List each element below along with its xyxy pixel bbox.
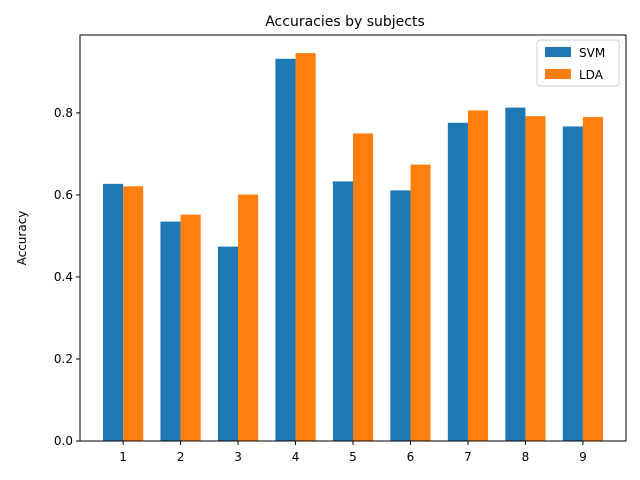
y-tick-label: 0.4 — [54, 270, 73, 284]
bar-svm-7 — [447, 122, 468, 441]
x-tick-label: 7 — [464, 450, 472, 464]
bar-lda-3 — [238, 194, 259, 441]
bar-lda-9 — [582, 117, 604, 441]
bar-lda-5 — [353, 133, 374, 441]
x-tick-label: 5 — [349, 450, 357, 464]
x-tick-label: 3 — [234, 450, 242, 464]
y-tick-label: 0.6 — [54, 188, 73, 202]
axes: 1 2 3 4 5 6 7 8 9 0.0 0.2 0.4 0.6 0.8 — [54, 34, 627, 464]
bar-svm-5 — [332, 181, 353, 441]
bar-svm-3 — [217, 246, 239, 441]
legend-label-lda: LDA — [579, 68, 604, 82]
y-tick-label: 0.8 — [54, 106, 73, 120]
legend-label-svm: SVM — [579, 46, 605, 60]
x-tick-label: 9 — [579, 450, 587, 464]
x-tick-label: 8 — [522, 450, 530, 464]
x-tick-label: 2 — [177, 450, 185, 464]
x-tick-label: 6 — [407, 450, 415, 464]
bar-svm-4 — [275, 58, 296, 441]
legend-box — [536, 39, 620, 87]
bar-lda-8 — [525, 116, 546, 441]
y-tick-label: 0.0 — [54, 434, 73, 448]
bar-lda-7 — [467, 110, 489, 441]
x-tick-label: 1 — [119, 450, 127, 464]
bar-svm-2 — [160, 221, 181, 441]
bar-svm-8 — [505, 107, 526, 441]
bar-lda-2 — [180, 214, 201, 441]
y-axis-label: Accuracy — [15, 211, 29, 266]
legend-swatch-svm — [545, 47, 571, 57]
bar-lda-6 — [410, 164, 431, 441]
bar-lda-1 — [123, 186, 144, 441]
bar-svm-1 — [102, 183, 124, 441]
bar-lda-4 — [295, 53, 316, 442]
chart-title: Accuracies by subjects — [265, 14, 425, 30]
legend-swatch-lda — [545, 69, 571, 79]
bar-svm-9 — [562, 126, 583, 442]
bar-svm-6 — [390, 190, 411, 441]
legend: SVM LDA — [536, 39, 620, 87]
x-tick-label: 4 — [292, 450, 300, 464]
y-tick-label: 0.2 — [54, 352, 73, 366]
bars-group — [102, 53, 604, 442]
